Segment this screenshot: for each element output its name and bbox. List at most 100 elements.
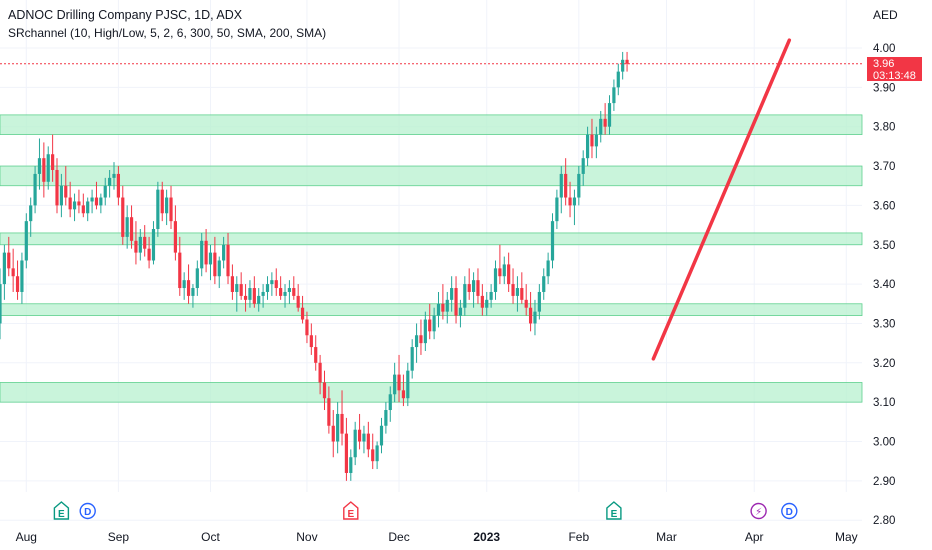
- candle-body: [441, 303, 445, 312]
- candle-body: [616, 71, 620, 88]
- candle-body: [235, 284, 239, 292]
- candle-body: [314, 347, 318, 363]
- candle-body: [349, 457, 353, 473]
- candle-body: [51, 154, 55, 170]
- price-tick-label: 4.00: [873, 43, 895, 55]
- earnings-marker-label: E: [58, 509, 65, 520]
- candle-body: [458, 307, 463, 316]
- candle-body: [24, 221, 28, 261]
- candle-body: [568, 197, 572, 206]
- time-tick-label: May: [835, 530, 858, 544]
- candle-body: [90, 197, 94, 202]
- price-tick-label: 3.40: [873, 279, 895, 291]
- candle-body: [283, 291, 287, 296]
- candle-body: [410, 347, 414, 371]
- candle-body: [222, 244, 226, 261]
- candle-body: [116, 173, 120, 198]
- candle-body: [542, 276, 546, 292]
- candle-body: [388, 394, 392, 411]
- candle-body: [287, 288, 292, 292]
- trendline[interactable]: [651, 38, 792, 361]
- candle-body: [108, 177, 112, 186]
- candle-body: [454, 288, 458, 316]
- sr-zone: [0, 232, 863, 246]
- candle-body: [160, 189, 164, 214]
- candle-body: [511, 284, 515, 296]
- candle-body: [528, 307, 533, 324]
- candle-body: [379, 425, 384, 446]
- candle-body: [428, 319, 432, 332]
- candle-body: [419, 335, 423, 344]
- candle-body: [520, 288, 524, 300]
- candle-body: [524, 299, 528, 308]
- candle-body: [480, 295, 484, 308]
- candle-body: [33, 173, 37, 206]
- candle-body: [366, 433, 370, 450]
- candle-body: [86, 201, 90, 214]
- candle-body: [0, 284, 2, 324]
- candle-body: [590, 134, 594, 147]
- price-tick-label: 3.20: [873, 358, 895, 370]
- event-markers: E D E E ⚡ D: [53, 501, 798, 520]
- time-tick-label: Apr: [745, 530, 764, 544]
- time-tick-label: Aug: [16, 530, 37, 544]
- indicator-label[interactable]: SRchannel (10, High/Low, 5, 2, 6, 300, 5…: [8, 26, 327, 40]
- candle-body: [322, 382, 327, 399]
- candle-body: [397, 374, 401, 391]
- candle-body: [121, 197, 125, 237]
- candle-body: [147, 248, 151, 261]
- candle-body: [599, 118, 603, 135]
- candle-body: [191, 288, 195, 296]
- candle-body: [476, 280, 480, 296]
- candle-body: [581, 158, 585, 174]
- candle-body: [134, 240, 138, 253]
- time-tick-label: Feb: [568, 530, 589, 544]
- time-tick-label: Dec: [388, 530, 409, 544]
- symbol-title[interactable]: ADNOC Drilling Company PJSC, 1D, ADX: [8, 8, 243, 22]
- candle-body: [564, 173, 568, 198]
- candle-body: [37, 158, 42, 174]
- time-tick-label: Sep: [108, 530, 130, 544]
- price-tick-label: 3.90: [873, 82, 895, 94]
- candle-body: [239, 284, 243, 296]
- candle-body: [296, 295, 300, 308]
- candle-body: [585, 134, 590, 159]
- candle-body: [217, 260, 221, 277]
- candle-body: [331, 425, 335, 442]
- candle-body: [59, 185, 63, 206]
- candle-body: [226, 244, 230, 277]
- candle-body: [55, 169, 59, 206]
- candle-body: [279, 288, 283, 296]
- time-axis[interactable]: Aug Sep Oct Nov Dec 2023 Feb Mar Apr May: [16, 530, 858, 544]
- candle-body: [20, 260, 24, 292]
- candle-body: [7, 252, 11, 269]
- price-tick-label: 2.90: [873, 476, 895, 488]
- last-price-value: 3.96: [873, 58, 895, 70]
- last-price-tag: 3.96 03:13:48: [867, 57, 922, 82]
- candle-body: [318, 362, 322, 383]
- candle-body: [243, 295, 248, 300]
- candle-body: [68, 197, 72, 210]
- candle-body: [292, 288, 296, 296]
- price-axis[interactable]: 2.80 2.90 3.00 3.10 3.20 3.30 3.40 3.50 3.60 3.70…: [873, 43, 895, 527]
- candle-body: [344, 433, 349, 473]
- candle-body: [195, 268, 199, 289]
- candle-body: [401, 390, 406, 399]
- candle-body: [502, 264, 506, 277]
- candle-body: [327, 398, 331, 426]
- candle-body: [375, 445, 379, 462]
- candle-body: [178, 252, 182, 289]
- candle-body: [572, 197, 577, 206]
- price-tick-label: 3.70: [873, 161, 895, 173]
- dividend-marker-label: D: [84, 507, 91, 518]
- price-tick-label: 2.80: [873, 515, 895, 527]
- candle-body: [42, 158, 46, 182]
- candle-body: [169, 197, 173, 222]
- candlestick-series: [0, 51, 629, 481]
- candle-body: [125, 217, 129, 237]
- candle-body: [270, 280, 274, 285]
- candle-body: [603, 118, 607, 127]
- sr-zone: [0, 114, 863, 135]
- price-tick-label: 3.00: [873, 437, 895, 449]
